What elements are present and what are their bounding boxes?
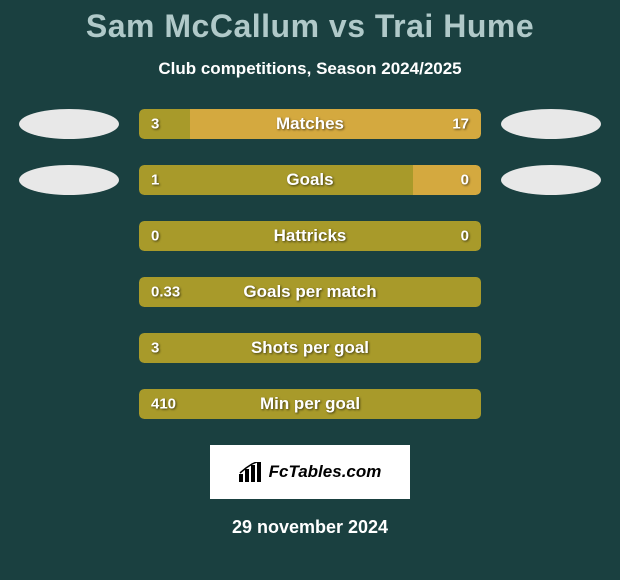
bar-right-pad [413,165,481,195]
stat-value-left: 410 [151,396,176,413]
stat-rows: Matches 3 17 Goals 1 0 Hattricks 0 0 Goals per ma… [0,109,620,419]
brand-text: FcTables.com [269,462,382,482]
stat-label: Goals [286,170,333,190]
stat-value-left: 3 [151,116,159,133]
stat-value-right: 0 [461,228,469,245]
player-left-marker [19,165,119,195]
stat-row: Goals 1 0 [0,165,620,195]
stat-label: Hattricks [274,226,347,246]
stat-bar: Hattricks 0 0 [139,221,481,251]
stat-value-left: 0.33 [151,284,180,301]
stat-row: Hattricks 0 0 [0,221,620,251]
stat-value-right: 0 [461,172,469,189]
brand-chart-icon [239,462,263,482]
stat-row: Min per goal 410 [0,389,620,419]
stat-bar: Goals 1 0 [139,165,481,195]
stat-bar: Matches 3 17 [139,109,481,139]
stat-bar: Min per goal 410 [139,389,481,419]
stat-value-right: 17 [452,116,469,133]
bar-left-fill [139,109,190,139]
stat-bar: Goals per match 0.33 [139,277,481,307]
stat-label: Min per goal [260,394,360,414]
subtitle: Club competitions, Season 2024/2025 [0,59,620,79]
player-right-marker [501,165,601,195]
comparison-infographic: Sam McCallum vs Trai Hume Club competiti… [0,0,620,538]
stat-row: Matches 3 17 [0,109,620,139]
player-left-marker [19,109,119,139]
stat-value-left: 1 [151,172,159,189]
stat-row: Goals per match 0.33 [0,277,620,307]
page-title: Sam McCallum vs Trai Hume [0,8,620,45]
stat-value-left: 3 [151,340,159,357]
stat-bar: Shots per goal 3 [139,333,481,363]
date-line: 29 november 2024 [0,517,620,538]
stat-label: Goals per match [243,282,376,302]
stat-label: Matches [276,114,344,134]
player-right-marker [501,109,601,139]
bar-left-fill [139,165,413,195]
stat-value-left: 0 [151,228,159,245]
brand-badge: FcTables.com [210,445,410,499]
stat-row: Shots per goal 3 [0,333,620,363]
stat-label: Shots per goal [251,338,369,358]
